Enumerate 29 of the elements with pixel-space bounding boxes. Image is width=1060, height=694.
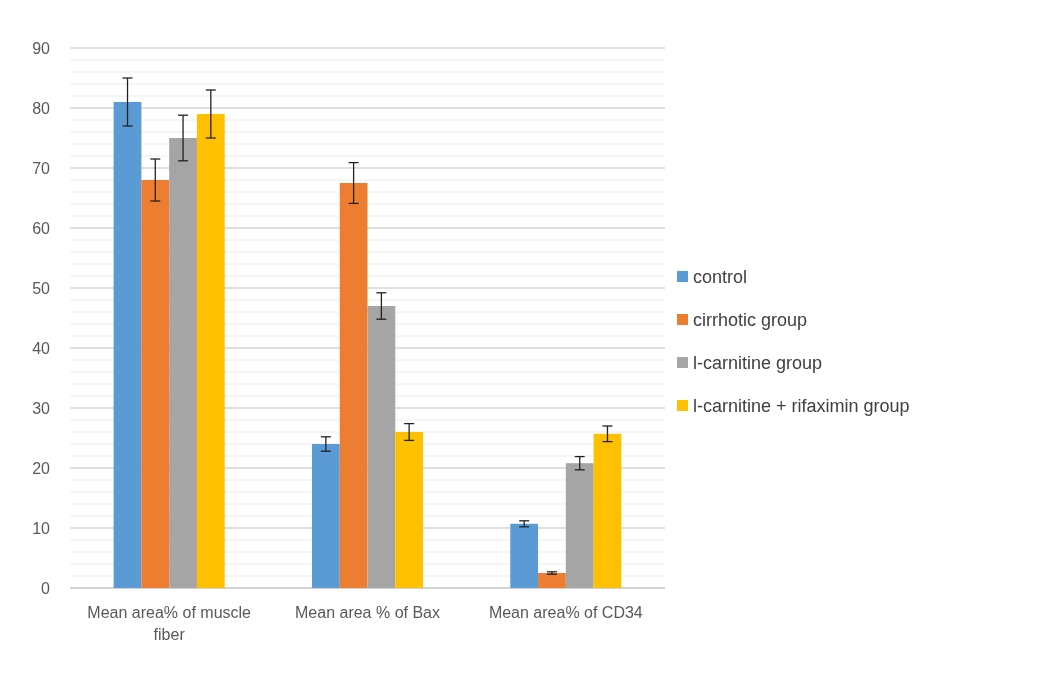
bar (311, 444, 340, 588)
y-tick-label: 10 (32, 519, 51, 537)
bar (395, 432, 424, 588)
legend-label: l-carnitine + rifaximin group (693, 396, 910, 417)
y-tick-label: 60 (32, 219, 51, 237)
legend-label: control (693, 267, 748, 288)
y-tick-label: 80 (32, 99, 51, 117)
x-tick-label: Mean area % of Bax (295, 604, 440, 621)
bar (141, 180, 170, 588)
y-tick-label: 70 (32, 159, 51, 177)
y-tick-label: 50 (32, 279, 51, 297)
x-tick-label: Mean area% of CD34 (488, 604, 643, 621)
bar (339, 183, 368, 588)
y-tick-label: 30 (32, 399, 51, 417)
bar (169, 138, 197, 588)
bar (510, 523, 539, 588)
y-tick-label: 20 (32, 459, 51, 477)
legend-label: l-carnitine group (693, 353, 823, 374)
bar (196, 114, 225, 588)
y-tick-label: 90 (32, 39, 51, 57)
y-tick-label: 40 (32, 339, 51, 357)
bar (593, 433, 622, 588)
bar (367, 306, 396, 588)
legend-label: cirrhotic group (693, 310, 808, 331)
x-tick-label: Mean area% of muscle fiber (87, 604, 252, 643)
bar (113, 102, 142, 588)
bar (538, 573, 566, 588)
y-tick-label: 0 (41, 579, 51, 597)
bar (565, 463, 594, 588)
